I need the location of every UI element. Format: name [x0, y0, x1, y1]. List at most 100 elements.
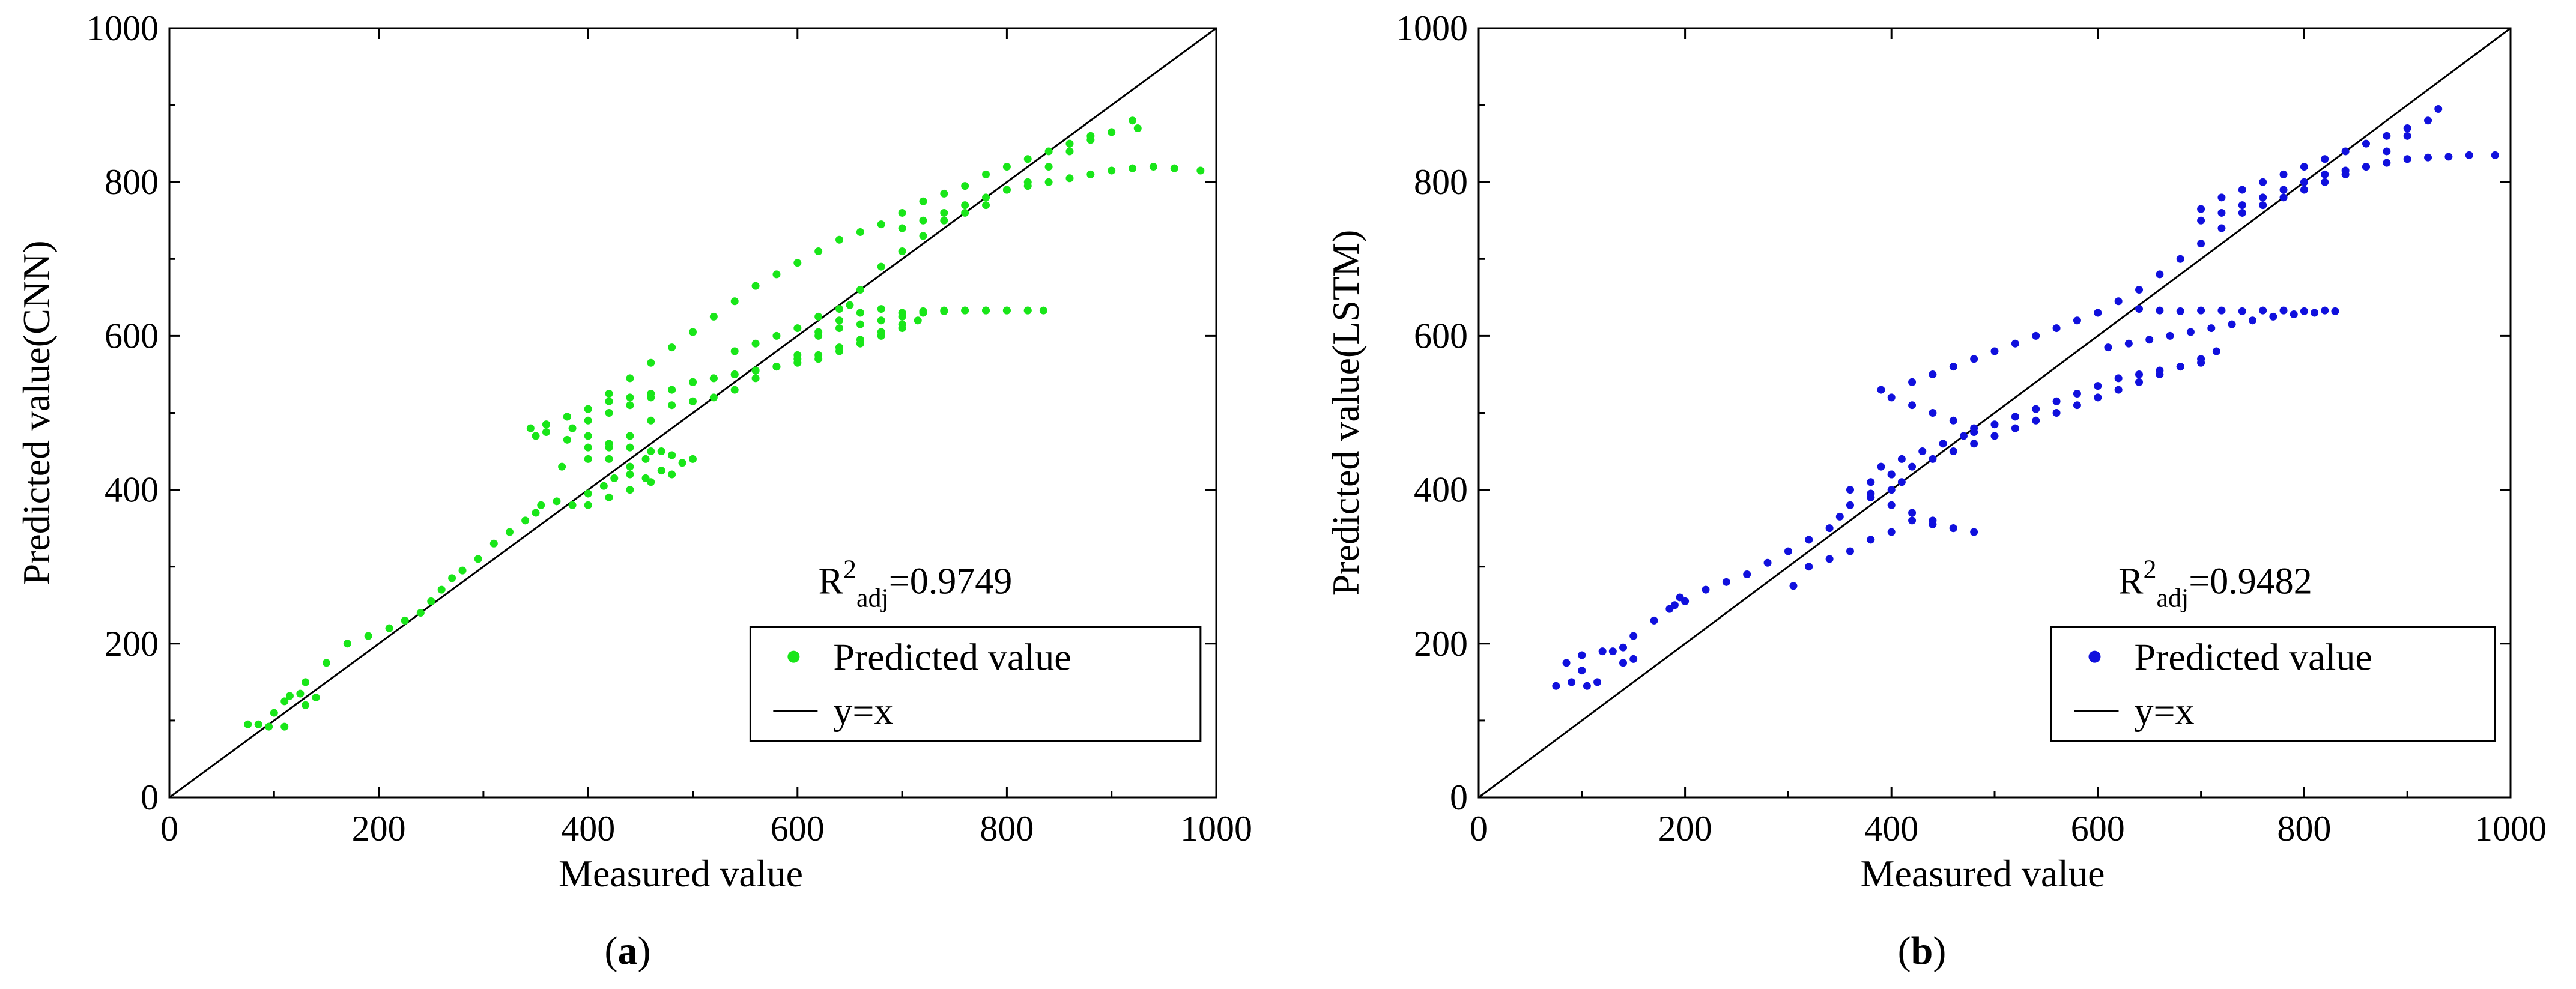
data-point	[2114, 386, 2123, 394]
data-point	[1908, 401, 1917, 410]
data-point	[584, 455, 592, 463]
data-point	[961, 182, 969, 190]
data-point	[1002, 163, 1011, 171]
data-point	[919, 197, 927, 205]
y-tick-label: 200	[105, 624, 159, 664]
data-point	[1846, 501, 1854, 509]
data-point	[2135, 370, 2144, 378]
x-tick-label: 600	[771, 809, 825, 848]
data-point	[605, 440, 613, 448]
panel-label-letter: b	[1911, 929, 1933, 973]
data-point	[1650, 616, 1658, 625]
data-point	[2197, 355, 2205, 363]
data-point	[2114, 374, 2123, 383]
x-tick-label: 400	[561, 809, 615, 848]
data-point	[1805, 563, 1813, 571]
data-point	[689, 397, 697, 405]
data-point	[437, 585, 446, 594]
data-point	[919, 216, 927, 225]
data-point	[2197, 240, 2205, 248]
data-point	[1908, 378, 1917, 386]
data-point	[1578, 667, 1586, 675]
r2-part-sup: 2	[2144, 555, 2157, 584]
data-point	[1949, 416, 1957, 425]
data-point	[689, 328, 697, 336]
y-tick-label: 1000	[1396, 8, 1468, 48]
data-point	[2269, 312, 2277, 321]
data-point	[657, 447, 665, 456]
data-point	[1129, 164, 1137, 172]
data-point	[1897, 455, 1906, 463]
data-point	[1044, 163, 1053, 171]
data-point	[1825, 555, 1834, 563]
data-point	[940, 208, 948, 217]
data-point	[2104, 343, 2112, 352]
data-point	[1939, 440, 1947, 448]
data-point	[919, 232, 927, 240]
data-point	[2032, 416, 2040, 425]
data-point	[2217, 193, 2226, 202]
data-point	[1133, 124, 1142, 133]
data-point	[1593, 678, 1602, 686]
data-point	[856, 339, 864, 348]
data-point	[2259, 178, 2267, 186]
data-point	[751, 282, 760, 290]
data-point	[641, 455, 650, 463]
data-point	[2321, 306, 2329, 315]
data-point	[2279, 186, 2288, 194]
x-tick-label: 400	[1864, 809, 1918, 848]
data-point	[2135, 286, 2144, 294]
data-point	[835, 324, 844, 333]
data-point	[1196, 166, 1205, 175]
data-point	[856, 309, 864, 317]
data-point	[385, 624, 393, 632]
data-point	[2135, 378, 2144, 386]
data-point	[532, 432, 540, 440]
data-point	[709, 393, 718, 402]
data-point	[856, 320, 864, 328]
legend-marker-predicted	[2088, 650, 2101, 663]
data-point	[1970, 355, 1978, 363]
data-point	[668, 386, 676, 394]
r2-annotation: R2adj=0.9749	[819, 555, 1013, 613]
data-point	[1002, 186, 1011, 194]
data-point	[1970, 428, 1978, 437]
legend: Predicted value y=x	[2050, 626, 2496, 742]
data-point	[584, 432, 592, 440]
data-point	[1908, 516, 1917, 525]
data-point	[1949, 363, 1957, 371]
data-point	[563, 435, 571, 444]
data-point	[2362, 139, 2370, 148]
data-point	[1170, 164, 1178, 172]
data-point	[322, 659, 330, 667]
data-point	[814, 312, 823, 321]
data-point	[751, 374, 760, 383]
r2-part-sup: 2	[843, 555, 856, 584]
data-point	[1044, 178, 1053, 186]
data-point	[961, 201, 969, 210]
data-point	[835, 235, 844, 244]
data-point	[2300, 186, 2308, 194]
data-point	[2249, 316, 2256, 325]
data-point	[605, 389, 613, 398]
data-point	[1023, 155, 1032, 163]
legend-box	[2050, 626, 2496, 742]
identity-line	[1478, 27, 2511, 799]
data-point	[2197, 216, 2205, 225]
data-point	[1743, 570, 1751, 579]
data-point	[1665, 605, 1674, 613]
data-point	[2331, 307, 2339, 315]
data-point	[584, 443, 592, 452]
data-point	[678, 459, 686, 467]
data-point	[940, 189, 948, 198]
data-point	[1990, 347, 1999, 355]
predicted-points	[244, 116, 1205, 731]
data-point	[2052, 409, 2061, 417]
data-point	[1065, 174, 1074, 183]
y-tick-label: 800	[105, 162, 159, 202]
data-point	[2403, 155, 2411, 163]
x-tick-label: 1000	[1180, 809, 1252, 848]
y-tick-label: 600	[105, 316, 159, 355]
data-point	[626, 443, 634, 452]
data-point	[1929, 455, 1937, 463]
